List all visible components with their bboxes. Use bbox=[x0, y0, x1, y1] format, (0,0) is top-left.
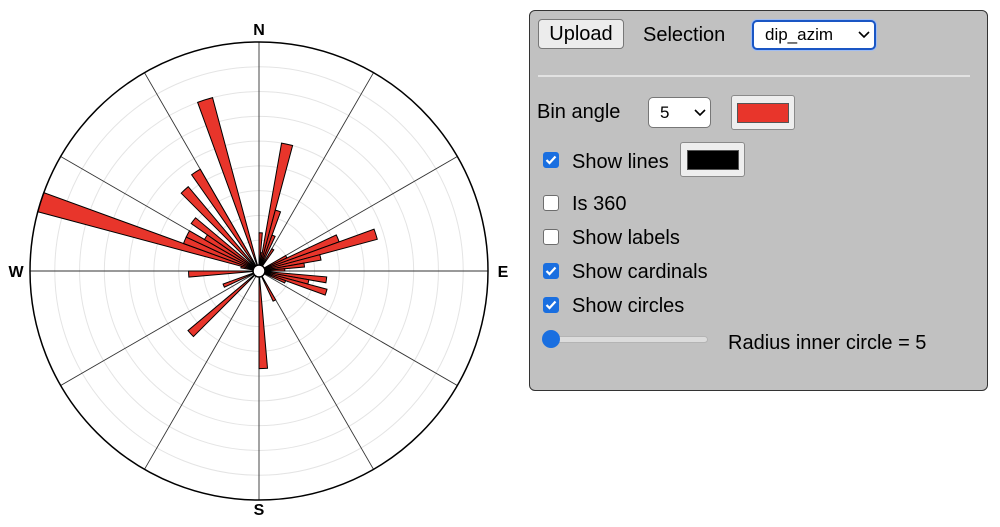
show-labels-checkbox[interactable] bbox=[543, 229, 559, 245]
selection-label: Selection bbox=[643, 24, 726, 46]
line-color-picker[interactable] bbox=[680, 142, 745, 177]
show-circles-label: Show circles bbox=[572, 295, 685, 317]
bin-color-picker[interactable] bbox=[731, 95, 795, 130]
divider bbox=[538, 75, 970, 77]
selection-value: dip_azim bbox=[765, 25, 834, 44]
cardinal-east: E bbox=[498, 264, 509, 281]
selection-dropdown[interactable]: dip_azim bbox=[752, 20, 876, 50]
show-circles-checkbox[interactable] bbox=[543, 297, 559, 313]
is-360-checkbox[interactable] bbox=[543, 195, 559, 211]
bin-angle-label: Bin angle bbox=[537, 101, 621, 123]
checkmark-icon bbox=[545, 300, 557, 310]
bin-color-swatch bbox=[737, 102, 789, 123]
bin-angle-value: 5 bbox=[660, 102, 670, 122]
is-360-label: Is 360 bbox=[572, 193, 627, 215]
show-lines-label: Show lines bbox=[572, 151, 669, 173]
show-cardinals-checkbox[interactable] bbox=[543, 263, 559, 279]
show-cardinals-label: Show cardinals bbox=[572, 261, 708, 283]
bin-angle-dropdown[interactable]: 5 bbox=[648, 97, 711, 128]
radius-text: Radius inner circle = 5 bbox=[728, 332, 927, 354]
checkmark-icon bbox=[545, 266, 557, 276]
show-lines-checkbox[interactable] bbox=[543, 152, 559, 168]
radius-slider-thumb[interactable] bbox=[542, 330, 560, 348]
upload-button[interactable]: Upload bbox=[538, 19, 624, 49]
bars-layer bbox=[37, 97, 378, 370]
cardinal-north: N bbox=[253, 22, 265, 39]
radial-line bbox=[60, 270, 260, 386]
chevron-down-icon bbox=[854, 31, 874, 39]
cardinal-south: S bbox=[254, 502, 265, 519]
rose-bar bbox=[258, 276, 269, 370]
radial-line bbox=[258, 156, 458, 272]
radial-line bbox=[144, 270, 260, 470]
show-labels-label: Show labels bbox=[572, 227, 680, 249]
inner-circle bbox=[252, 264, 266, 278]
radial-line bbox=[258, 270, 374, 470]
cardinal-west: W bbox=[8, 264, 24, 281]
outer-circle bbox=[29, 41, 489, 501]
rose-bar bbox=[260, 275, 277, 302]
chevron-down-icon bbox=[690, 108, 710, 117]
settings-panel: Upload Selection dip_azim Bin angle 5 Sh… bbox=[529, 10, 988, 391]
line-color-swatch bbox=[686, 149, 739, 170]
rose-diagram: N E S W bbox=[8, 22, 509, 519]
rose-bar bbox=[259, 142, 294, 266]
radius-slider-track[interactable] bbox=[544, 336, 708, 343]
radial-line bbox=[258, 72, 374, 272]
checkmark-icon bbox=[545, 155, 557, 165]
radial-line bbox=[258, 270, 458, 386]
